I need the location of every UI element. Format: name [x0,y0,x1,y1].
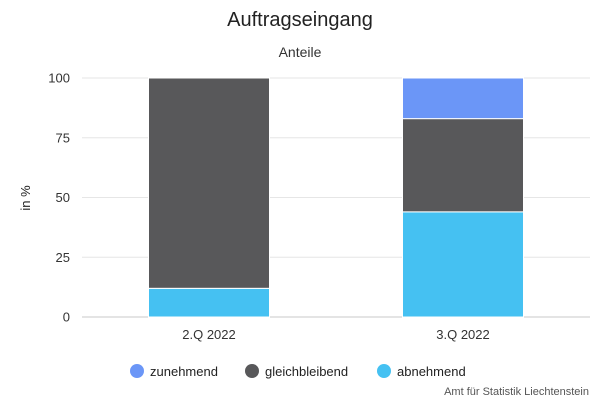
legend-label: gleichbleibend [265,364,348,379]
x-tick-label: 2.Q 2022 [182,327,236,342]
y-tick-label: 0 [63,310,70,325]
legend-swatch [130,364,144,378]
y-axis-ticks: 0 25 50 75 100 [48,71,70,325]
legend-item-gleichbleibend[interactable]: gleichbleibend [245,364,348,379]
y-tick-label: 25 [56,250,70,265]
legend-swatch [377,364,391,378]
credit-text: Amt für Statistik Liechtenstein [444,386,589,398]
legend-label: zunehmend [150,364,218,379]
x-tick-label: 3.Q 2022 [436,327,490,342]
legend-item-zunehmend[interactable]: zunehmend [130,364,218,379]
y-tick-label: 50 [56,190,70,205]
bar-gleichbleibend-1[interactable] [148,77,270,289]
y-axis-label: in % [18,185,33,211]
legend-swatch [245,364,259,378]
bar-zunehmend-2[interactable] [402,77,524,120]
chart-title: Auftragseingang [227,9,373,31]
legend-item-abnehmend[interactable]: abnehmend [377,364,466,379]
bar-abnehmend-2[interactable] [402,211,524,318]
bar-abnehmend-1[interactable] [148,287,270,318]
legend-label: abnehmend [397,364,466,379]
legend: zunehmend gleichbleibend abnehmend [130,364,466,379]
bar-gleichbleibend-2[interactable] [402,118,524,213]
chart-subtitle: Anteile [279,44,322,60]
bars [148,77,524,318]
y-tick-label: 75 [56,130,70,145]
x-axis-ticks: 2.Q 2022 3.Q 2022 [182,327,490,342]
y-tick-label: 100 [48,71,70,86]
